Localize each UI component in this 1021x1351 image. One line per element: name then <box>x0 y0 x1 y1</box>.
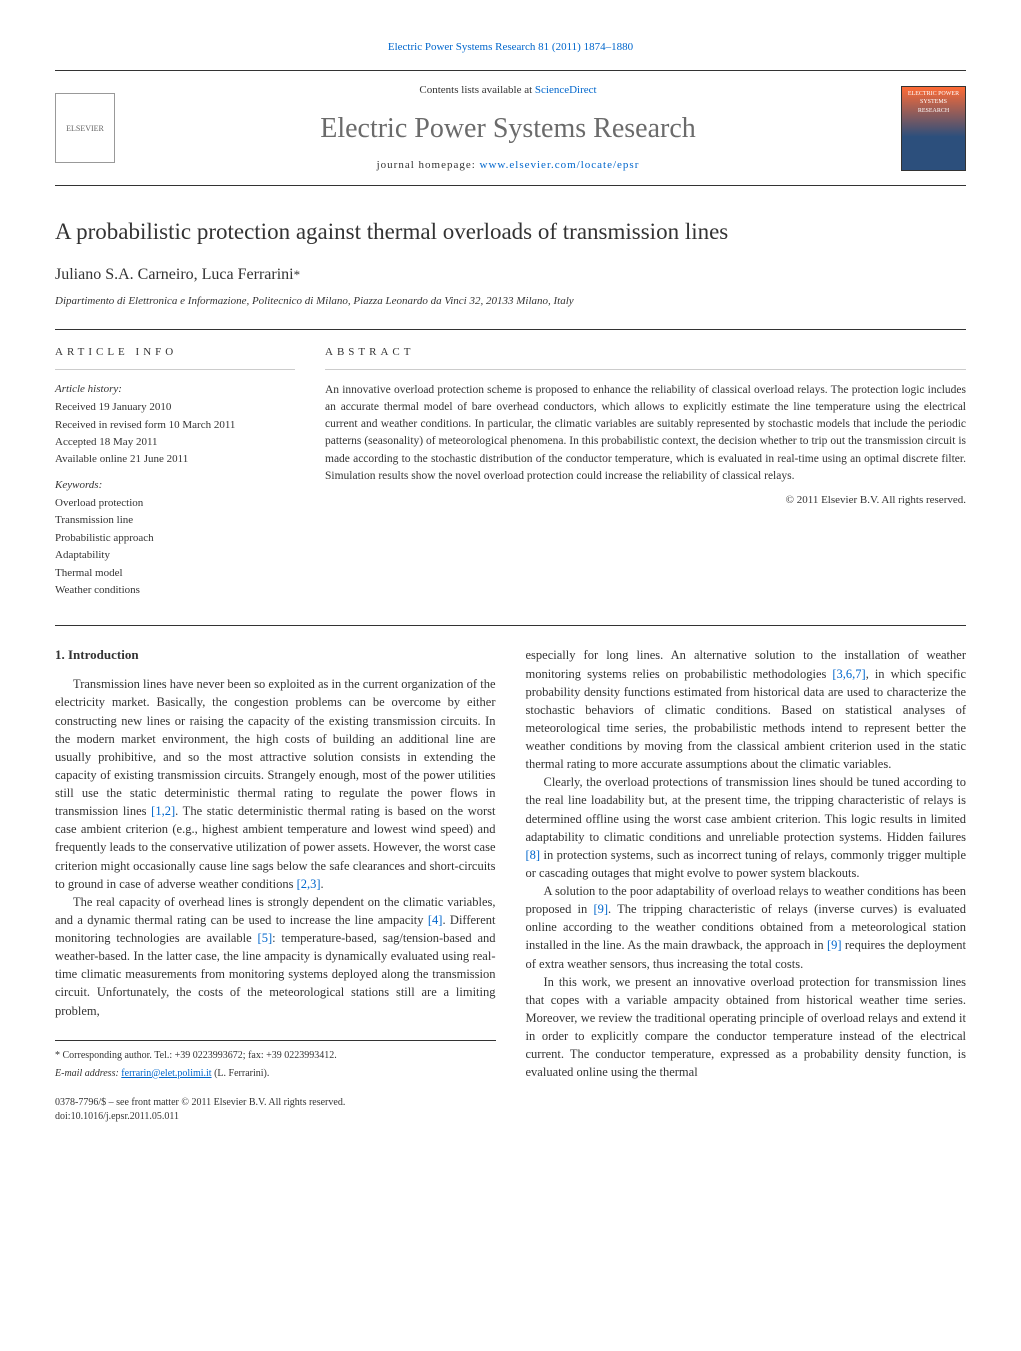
doi-prefix: doi: <box>55 1111 71 1122</box>
info-abstract-row: ARTICLE INFO Article history: Received 1… <box>55 329 966 600</box>
issn-line: 0378-7796/$ – see front matter © 2011 El… <box>55 1096 496 1110</box>
corresponding-author-note: * Corresponding author. Tel.: +39 022399… <box>55 1049 496 1063</box>
citation-link[interactable]: [3,6,7] <box>832 667 865 681</box>
affiliation: Dipartimento di Elettronica e Informazio… <box>55 294 966 309</box>
journal-header: ELSEVIER Contents lists available at Sci… <box>55 70 966 186</box>
homepage-prefix: journal homepage: <box>377 159 480 171</box>
email-label: E-mail address: <box>55 1068 121 1079</box>
authors: Juliano S.A. Carneiro, Luca Ferrarini* <box>55 264 966 286</box>
elsevier-logo: ELSEVIER <box>55 93 115 163</box>
citation-link[interactable]: [9] <box>593 902 608 916</box>
journal-cover: ELECTRIC POWER SYSTEMS RESEARCH <box>901 86 966 171</box>
article-info-heading: ARTICLE INFO <box>55 345 295 369</box>
citation-link[interactable]: [4] <box>428 913 443 927</box>
received-date: Received 19 January 2010 <box>55 400 295 415</box>
journal-header-center: Contents lists available at ScienceDirec… <box>130 83 886 173</box>
body-columns: 1. Introduction Transmission lines have … <box>55 625 966 1123</box>
citation-link[interactable]: [9] <box>827 938 842 952</box>
body-column-right: especially for long lines. An alternativ… <box>526 646 967 1123</box>
section-heading-introduction: 1. Introduction <box>55 646 496 665</box>
footer-block: * Corresponding author. Tel.: +39 022399… <box>55 1040 496 1124</box>
email-link[interactable]: ferrarin@elet.polimi.it <box>121 1068 211 1079</box>
contents-line: Contents lists available at ScienceDirec… <box>130 83 886 98</box>
abstract-copyright: © 2011 Elsevier B.V. All rights reserved… <box>325 493 966 508</box>
corr-text: Corresponding author. Tel.: +39 02239936… <box>60 1050 337 1061</box>
body-paragraph: especially for long lines. An alternativ… <box>526 646 967 773</box>
body-paragraph: Clearly, the overload protections of tra… <box>526 773 967 882</box>
header-citation: Electric Power Systems Research 81 (2011… <box>55 40 966 55</box>
keyword: Transmission line <box>55 513 295 528</box>
citation-link[interactable]: [1,2] <box>151 804 175 818</box>
corresponding-marker: * <box>294 267 301 282</box>
abstract-heading: ABSTRACT <box>325 345 966 369</box>
citation-link[interactable]: [8] <box>526 848 541 862</box>
keyword: Thermal model <box>55 566 295 581</box>
sciencedirect-link[interactable]: ScienceDirect <box>535 84 597 96</box>
body-paragraph: Transmission lines have never been so ex… <box>55 675 496 893</box>
homepage-line: journal homepage: www.elsevier.com/locat… <box>130 158 886 173</box>
footer-bottom: 0378-7796/$ – see front matter © 2011 El… <box>55 1096 496 1124</box>
body-paragraph: The real capacity of overhead lines is s… <box>55 893 496 1020</box>
contents-prefix: Contents lists available at <box>419 84 534 96</box>
homepage-link[interactable]: www.elsevier.com/locate/epsr <box>480 159 640 171</box>
body-paragraph: In this work, we present an innovative o… <box>526 973 967 1082</box>
keyword: Adaptability <box>55 548 295 563</box>
citation-link[interactable]: [2,3] <box>297 877 321 891</box>
article-title: A probabilistic protection against therm… <box>55 216 966 248</box>
abstract-column: ABSTRACT An innovative overload protecti… <box>325 345 966 600</box>
keyword: Weather conditions <box>55 583 295 598</box>
keyword: Overload protection <box>55 496 295 511</box>
body-column-left: 1. Introduction Transmission lines have … <box>55 646 496 1123</box>
journal-name: Electric Power Systems Research <box>130 109 886 148</box>
accepted-date: Accepted 18 May 2011 <box>55 435 295 450</box>
body-paragraph: A solution to the poor adaptability of o… <box>526 882 967 973</box>
online-date: Available online 21 June 2011 <box>55 452 295 467</box>
article-info: ARTICLE INFO Article history: Received 1… <box>55 345 295 600</box>
doi-line: doi:10.1016/j.epsr.2011.05.011 <box>55 1110 496 1124</box>
keyword: Probabilistic approach <box>55 531 295 546</box>
revised-date: Received in revised form 10 March 2011 <box>55 418 295 433</box>
citation-link[interactable]: [5] <box>258 931 273 945</box>
email-suffix: (L. Ferrarini). <box>212 1068 270 1079</box>
email-line: E-mail address: ferrarin@elet.polimi.it … <box>55 1067 496 1081</box>
doi-value: 10.1016/j.epsr.2011.05.011 <box>71 1111 179 1122</box>
author-names: Juliano S.A. Carneiro, Luca Ferrarini <box>55 266 294 283</box>
keywords-label: Keywords: <box>55 478 295 493</box>
abstract-text: An innovative overload protection scheme… <box>325 382 966 486</box>
history-label: Article history: <box>55 382 295 397</box>
